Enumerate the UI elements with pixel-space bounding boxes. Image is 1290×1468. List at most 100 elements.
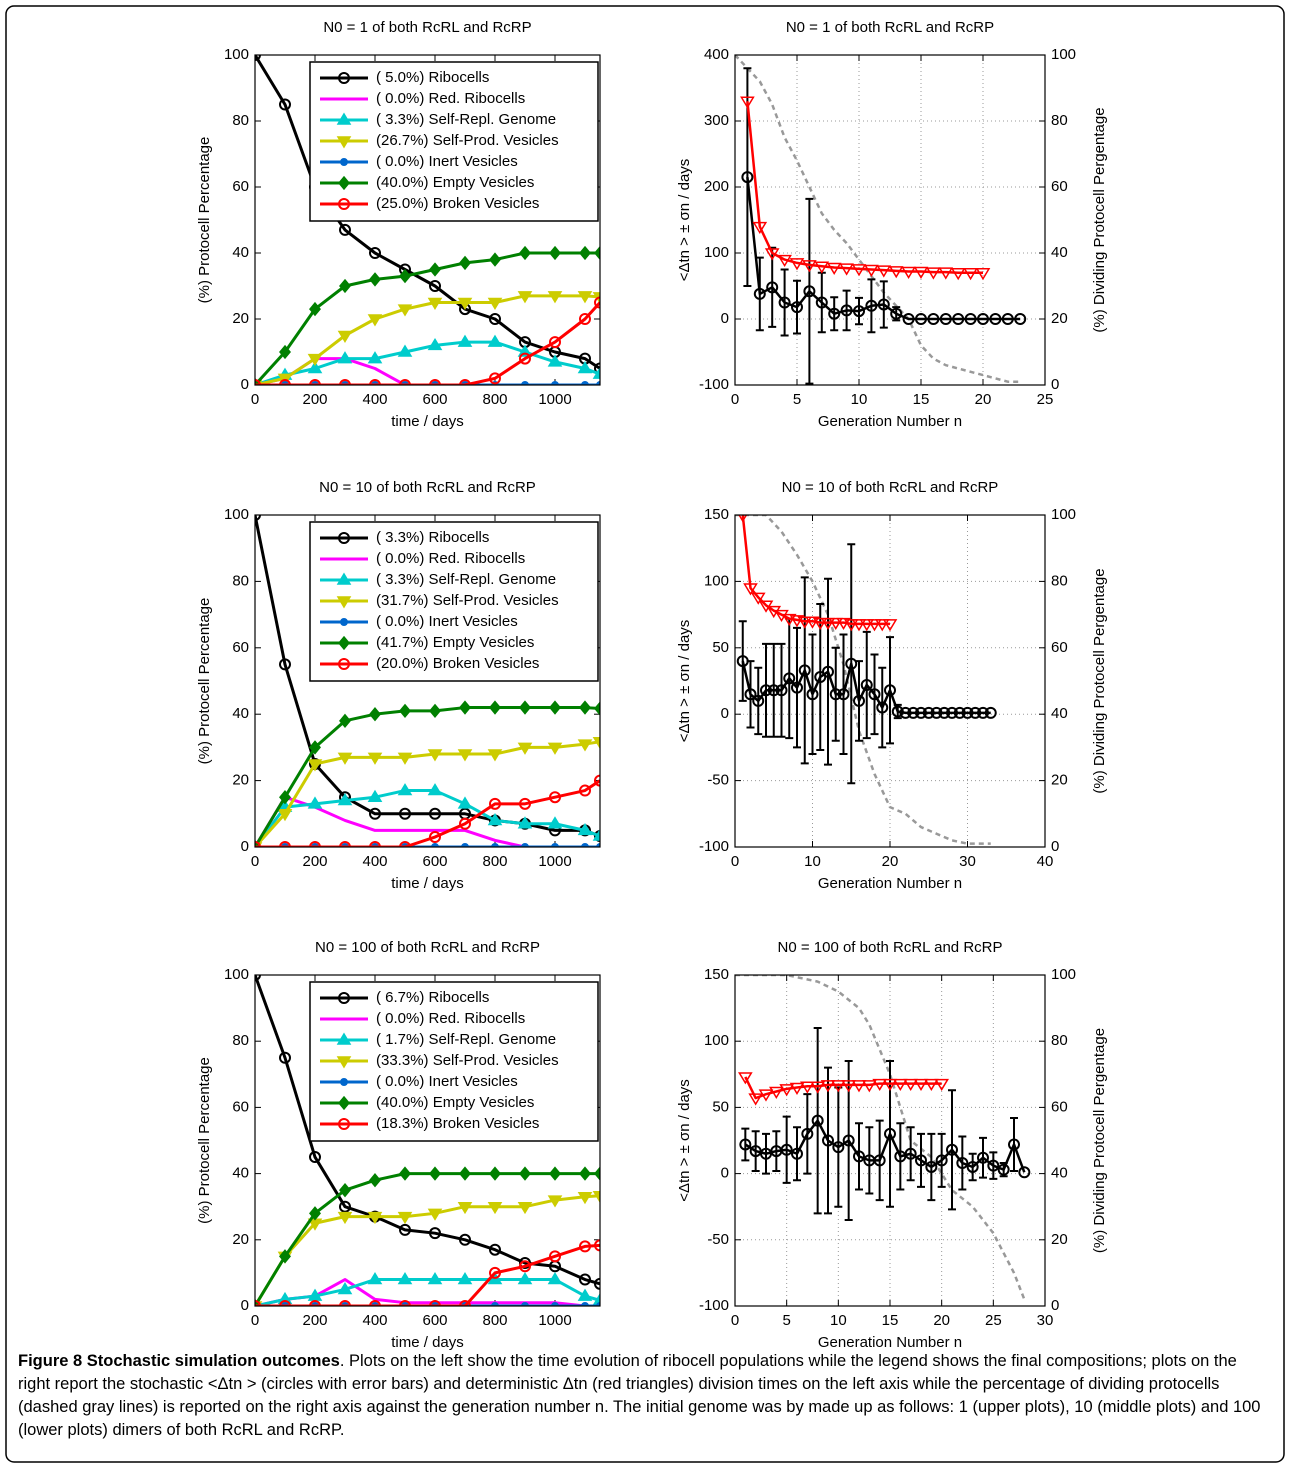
marker <box>369 1173 381 1188</box>
legend-marker <box>338 72 350 84</box>
y-tick-label: 100 <box>224 506 249 523</box>
marker <box>877 298 890 311</box>
marker <box>956 1157 969 1170</box>
marker <box>339 713 351 729</box>
y-tick-label: 300 <box>704 112 729 129</box>
marker <box>867 619 882 632</box>
marker <box>890 307 903 320</box>
plot-frame <box>254 514 601 848</box>
x-tick-label: 40 <box>1037 853 1054 870</box>
marker <box>913 1078 929 1092</box>
marker <box>429 831 441 844</box>
marker <box>577 822 593 836</box>
marker <box>594 701 600 716</box>
y-axis-label: (%) Protocell Percentage <box>196 598 213 765</box>
marker <box>369 841 381 847</box>
marker <box>810 1081 825 1094</box>
x-tick-label: 800 <box>482 853 507 870</box>
y2-tick-label: 100 <box>1051 966 1076 983</box>
marker <box>339 223 351 236</box>
marker <box>457 297 473 310</box>
y2-tick-label: 60 <box>1051 178 1068 195</box>
marker <box>309 1151 321 1164</box>
x-tick-label: 1000 <box>538 853 571 870</box>
marker <box>736 655 749 668</box>
plot-series <box>255 515 600 847</box>
marker <box>517 742 533 755</box>
marker <box>872 1078 887 1092</box>
marker <box>399 703 411 719</box>
marker <box>874 619 890 632</box>
marker <box>519 700 531 715</box>
marker <box>459 1233 471 1246</box>
marker <box>851 1080 867 1093</box>
marker <box>369 807 381 820</box>
series-line <box>746 101 983 275</box>
y-tick-label: -100 <box>699 376 729 393</box>
marker <box>397 304 413 317</box>
marker <box>459 817 471 830</box>
marker <box>876 701 889 714</box>
marker <box>812 617 828 631</box>
marker <box>577 1288 593 1301</box>
marker <box>519 797 531 810</box>
marker <box>789 615 805 628</box>
marker <box>547 291 563 304</box>
marker <box>946 706 958 719</box>
legend-marker <box>336 1032 352 1045</box>
plot-area <box>735 55 1045 385</box>
marker <box>487 749 503 762</box>
x-tick-label: 800 <box>482 391 507 408</box>
marker <box>399 1300 411 1306</box>
marker <box>551 381 559 385</box>
y-tick-label: 40 <box>232 705 249 722</box>
marker <box>803 285 816 298</box>
marker <box>489 700 501 715</box>
legend-label: ( 3.3%) Ribocells <box>376 529 489 546</box>
marker <box>429 262 441 277</box>
y-tick-label: 0 <box>721 705 729 722</box>
marker <box>309 301 321 317</box>
y-tick-label: 100 <box>224 966 249 983</box>
marker <box>339 1182 351 1198</box>
marker <box>427 1208 443 1221</box>
marker <box>547 742 563 755</box>
y-tick-label: 20 <box>232 310 249 327</box>
marker <box>596 843 600 847</box>
marker <box>397 344 413 357</box>
y-tick-label: 100 <box>704 1032 729 1049</box>
marker <box>594 296 600 309</box>
legend-marker <box>336 1056 352 1069</box>
y2-tick-label: 80 <box>1051 572 1068 589</box>
y2-tick-label: 80 <box>1051 112 1068 129</box>
y2-tick-label: 40 <box>1051 1165 1068 1182</box>
marker <box>551 1302 559 1306</box>
chart-title: N0 = 10 of both RcRL and RcRP <box>782 479 999 496</box>
legend-label: ( 3.3%) Self-Repl. Genome <box>376 111 556 128</box>
marker <box>1001 313 1014 325</box>
marker <box>339 1300 351 1306</box>
marker <box>791 1147 803 1160</box>
legend-marker <box>336 136 352 149</box>
marker <box>938 267 954 280</box>
x-tick-label: 20 <box>882 853 899 870</box>
marker <box>779 1084 794 1097</box>
series-line <box>255 301 600 385</box>
y-tick-label: -100 <box>699 838 729 855</box>
y-tick-label: 80 <box>232 1032 249 1049</box>
marker <box>459 379 471 385</box>
marker <box>805 616 820 629</box>
legend-marker <box>338 658 350 670</box>
marker <box>369 1300 381 1306</box>
y2-tick-label: 60 <box>1051 1098 1068 1115</box>
marker <box>461 843 469 847</box>
marker <box>822 665 834 678</box>
legend-label: ( 0.0%) Red. Ribocells <box>376 90 525 107</box>
y2-tick-label: 20 <box>1051 310 1068 327</box>
marker <box>581 843 589 847</box>
marker <box>831 1080 846 1093</box>
y-tick-label: 50 <box>712 1098 729 1115</box>
marker <box>592 1292 600 1306</box>
marker <box>577 1192 593 1205</box>
